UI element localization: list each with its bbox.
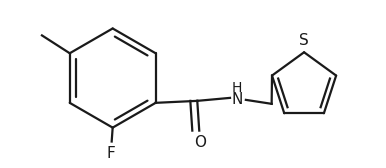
Text: F: F bbox=[106, 146, 115, 161]
Text: O: O bbox=[194, 135, 206, 150]
Text: N: N bbox=[231, 92, 243, 107]
Text: S: S bbox=[299, 33, 309, 48]
Text: H: H bbox=[232, 81, 242, 95]
